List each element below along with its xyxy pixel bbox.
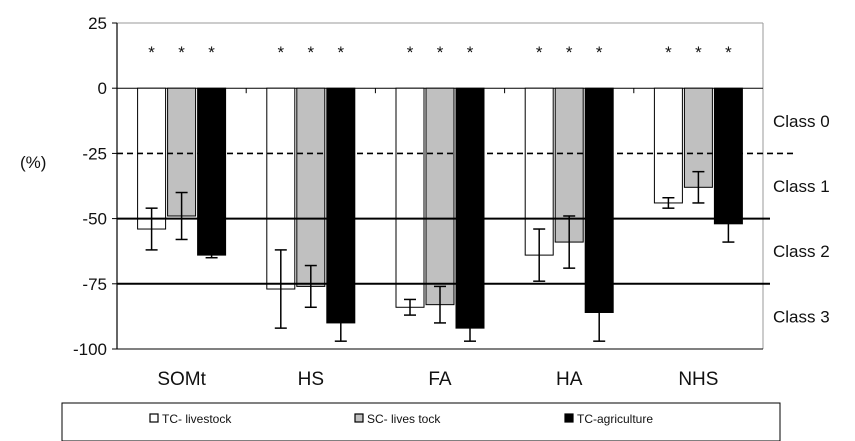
legend-label: TC-agriculture <box>577 412 653 426</box>
significance-marker: * <box>407 43 414 62</box>
legend-label: TC- livestock <box>162 412 232 426</box>
legend-swatch <box>564 413 574 423</box>
y-tick-label: -100 <box>73 340 107 359</box>
significance-marker: * <box>566 43 573 62</box>
class-label: Class 1 <box>773 177 830 196</box>
bar <box>296 87 326 287</box>
significance-marker: * <box>596 43 603 62</box>
bar <box>524 87 554 256</box>
bar <box>713 87 743 225</box>
significance-marker: * <box>695 43 702 62</box>
x-category-label: NHS <box>678 369 718 390</box>
significance-marker: * <box>178 43 185 62</box>
class-label: Class 3 <box>773 307 830 326</box>
x-category-label: SOMt <box>157 369 206 390</box>
x-category-label: FA <box>428 369 452 390</box>
bar <box>395 87 425 308</box>
bar <box>683 87 713 188</box>
y-axis-label: (%) <box>20 153 46 172</box>
class-label: Class 2 <box>773 242 830 261</box>
legend-label: SC- lives tock <box>367 412 441 426</box>
class-label: Class 0 <box>773 112 830 131</box>
bar <box>584 87 614 313</box>
x-category-label: HA <box>556 369 583 390</box>
bar <box>137 87 167 230</box>
significance-marker: * <box>148 43 155 62</box>
bar <box>197 87 227 256</box>
y-tick-label: -75 <box>82 275 107 294</box>
y-tick-label: 0 <box>98 79 107 98</box>
significance-marker: * <box>536 43 543 62</box>
legend-box <box>61 402 781 441</box>
x-category-label: HS <box>298 369 324 390</box>
bar <box>653 87 683 204</box>
significance-marker: * <box>208 43 215 62</box>
significance-marker: * <box>467 43 474 62</box>
y-tick-label: -50 <box>82 210 107 229</box>
bar <box>425 87 455 306</box>
significance-marker: * <box>307 43 314 62</box>
plot-area: 25 0 -25 -50 -75 -100 * * * SOMt * * * HS * * * FA * * * HA * *… <box>61 14 830 441</box>
significance-marker: * <box>277 43 284 62</box>
bar <box>455 87 485 329</box>
y-tick-label: 25 <box>88 14 107 33</box>
y-tick-label: -25 <box>82 144 107 163</box>
significance-marker: * <box>337 43 344 62</box>
legend-swatch <box>149 413 159 423</box>
significance-marker: * <box>725 43 732 62</box>
significance-marker: * <box>437 43 444 62</box>
legend-swatch <box>354 413 364 423</box>
bar <box>326 87 356 324</box>
significance-marker: * <box>665 43 672 62</box>
